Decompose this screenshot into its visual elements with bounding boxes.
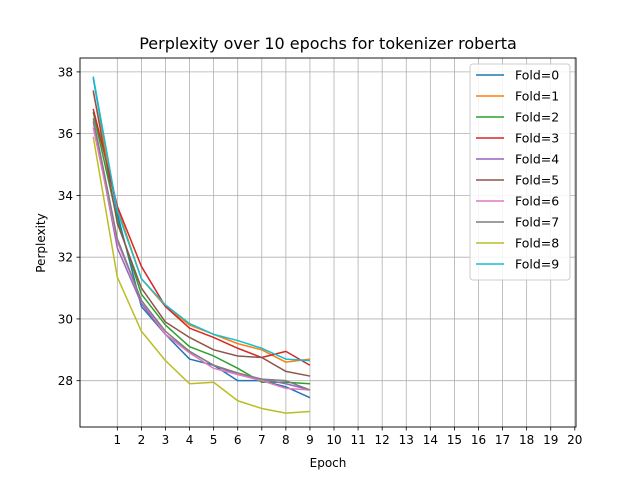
x-tick-label: 1 <box>114 433 122 447</box>
x-tick-label: 2 <box>138 433 146 447</box>
x-tick-label: 15 <box>447 433 462 447</box>
series-line <box>92 121 311 391</box>
x-tick-label: 10 <box>326 433 341 447</box>
series-line <box>92 77 311 399</box>
x-tick-label: 16 <box>471 433 486 447</box>
x-tick-label: 20 <box>567 433 582 447</box>
x-tick-label: 13 <box>399 433 414 447</box>
legend: Fold=0 Fold=1 Fold=2 Fold=3 Fold=4 Fold=5 Fold… <box>469 63 571 281</box>
x-tick-label: 14 <box>423 433 438 447</box>
legend-label: Fold=6 <box>515 194 559 209</box>
x-tick-label: 12 <box>375 433 390 447</box>
x-tick-label: 19 <box>543 433 558 447</box>
x-axis-ticks: 1 2 3 4 5 6 7 8 9 10 11 12 13 14 15 16 17 18 19 20 <box>114 427 582 447</box>
series-line <box>92 136 310 414</box>
x-tick-label: 4 <box>186 433 194 447</box>
x-tick-label: 8 <box>282 433 290 447</box>
x-tick-label: 11 <box>350 433 365 447</box>
y-axis-ticks: 28 30 32 34 36 38 <box>58 65 80 388</box>
legend-label: Fold=9 <box>515 257 559 272</box>
x-tick-label: 18 <box>519 433 534 447</box>
plot-series <box>92 76 311 414</box>
y-tick-label: 38 <box>58 65 73 79</box>
x-tick-label: 7 <box>258 433 266 447</box>
plot-frame <box>79 57 577 428</box>
x-tick-label: 6 <box>234 433 242 447</box>
y-tick-label: 30 <box>58 312 73 326</box>
x-tick-label: 3 <box>162 433 170 447</box>
legend-label: Fold=4 <box>515 152 559 167</box>
legend-label: Fold=5 <box>515 173 559 188</box>
series-line <box>92 118 311 391</box>
legend-label: Fold=0 <box>515 68 559 83</box>
y-tick-label: 36 <box>58 127 73 141</box>
y-tick-label: 32 <box>58 251 73 265</box>
chart-title: Perplexity over 10 epochs for tokenizer … <box>139 34 517 53</box>
x-tick-label: 9 <box>306 433 314 447</box>
y-axis-label: Perplexity <box>34 213 48 273</box>
legend-label: Fold=8 <box>515 236 559 251</box>
legend-label: Fold=1 <box>515 89 559 104</box>
x-tick-label: 17 <box>495 433 510 447</box>
series-line <box>92 108 311 366</box>
series-line <box>92 76 310 362</box>
x-tick-label: 5 <box>210 433 218 447</box>
legend-label: Fold=7 <box>515 215 559 230</box>
legend-label: Fold=2 <box>515 110 559 125</box>
x-axis-label: Epoch <box>310 456 347 470</box>
y-tick-label: 28 <box>58 374 73 388</box>
y-tick-label: 34 <box>58 189 73 203</box>
series-line <box>92 90 311 377</box>
legend-box <box>469 63 571 281</box>
legend-label: Fold=3 <box>515 131 559 146</box>
